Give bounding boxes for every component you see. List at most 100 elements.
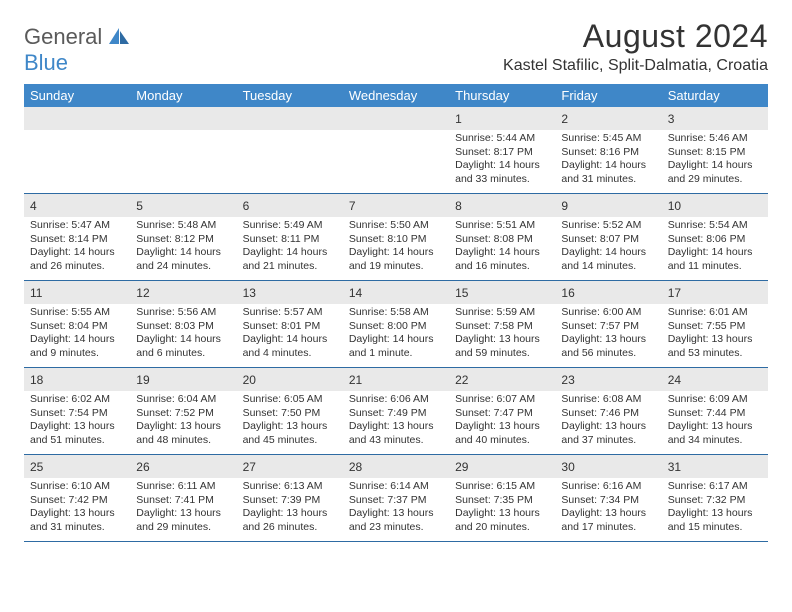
day-number-row: 4 (24, 194, 130, 217)
day-number-row: 18 (24, 368, 130, 391)
day-cell-body: Sunrise: 5:57 AMSunset: 8:01 PMDaylight:… (237, 304, 343, 365)
day-cell: 16Sunrise: 6:00 AMSunset: 7:57 PMDayligh… (555, 281, 661, 367)
logo-part2: Blue (24, 50, 68, 75)
day-cell-body: Sunrise: 5:44 AMSunset: 8:17 PMDaylight:… (449, 130, 555, 191)
day-cell-body: Sunrise: 5:47 AMSunset: 8:14 PMDaylight:… (24, 217, 130, 278)
calendar-page: General Blue August 2024 Kastel Stafilic… (0, 0, 792, 554)
day-cell-body: Sunrise: 5:50 AMSunset: 8:10 PMDaylight:… (343, 217, 449, 278)
daylight-text: Daylight: 13 hours and 51 minutes. (30, 420, 124, 447)
week-row: 25Sunrise: 6:10 AMSunset: 7:42 PMDayligh… (24, 455, 768, 542)
empty-cell (237, 107, 343, 193)
day-cell: 27Sunrise: 6:13 AMSunset: 7:39 PMDayligh… (237, 455, 343, 541)
day-header-cell: Thursday (449, 84, 555, 107)
day-number (136, 112, 139, 126)
daylight-text: Daylight: 14 hours and 9 minutes. (30, 333, 124, 360)
sunset-text: Sunset: 7:42 PM (30, 494, 124, 508)
daylight-text: Daylight: 14 hours and 16 minutes. (455, 246, 549, 273)
day-cell-body: Sunrise: 6:05 AMSunset: 7:50 PMDaylight:… (237, 391, 343, 452)
sunrise-text: Sunrise: 5:48 AM (136, 219, 230, 233)
day-number (30, 112, 33, 126)
day-cell: 22Sunrise: 6:07 AMSunset: 7:47 PMDayligh… (449, 368, 555, 454)
daylight-text: Daylight: 13 hours and 40 minutes. (455, 420, 549, 447)
sunset-text: Sunset: 7:32 PM (668, 494, 762, 508)
day-number-row: 22 (449, 368, 555, 391)
day-cell-body: Sunrise: 6:15 AMSunset: 7:35 PMDaylight:… (449, 478, 555, 539)
logo-part1: General (24, 24, 102, 49)
day-header-cell: Tuesday (237, 84, 343, 107)
day-number-row (343, 107, 449, 130)
sunset-text: Sunset: 8:08 PM (455, 233, 549, 247)
day-number-row: 10 (662, 194, 768, 217)
week-row: 1Sunrise: 5:44 AMSunset: 8:17 PMDaylight… (24, 107, 768, 194)
day-cell-body: Sunrise: 6:00 AMSunset: 7:57 PMDaylight:… (555, 304, 661, 365)
daylight-text: Daylight: 14 hours and 1 minute. (349, 333, 443, 360)
day-cell-body: Sunrise: 5:49 AMSunset: 8:11 PMDaylight:… (237, 217, 343, 278)
sunrise-text: Sunrise: 5:58 AM (349, 306, 443, 320)
day-cell-body: Sunrise: 6:04 AMSunset: 7:52 PMDaylight:… (130, 391, 236, 452)
sunrise-text: Sunrise: 6:05 AM (243, 393, 337, 407)
title-block: August 2024 Kastel Stafilic, Split-Dalma… (503, 18, 768, 75)
daylight-text: Daylight: 14 hours and 24 minutes. (136, 246, 230, 273)
sunrise-text: Sunrise: 6:06 AM (349, 393, 443, 407)
day-header-cell: Monday (130, 84, 236, 107)
daylight-text: Daylight: 14 hours and 21 minutes. (243, 246, 337, 273)
daylight-text: Daylight: 13 hours and 37 minutes. (561, 420, 655, 447)
week-row: 18Sunrise: 6:02 AMSunset: 7:54 PMDayligh… (24, 368, 768, 455)
day-number: 11 (30, 286, 42, 300)
day-number: 5 (136, 199, 143, 213)
day-cell: 28Sunrise: 6:14 AMSunset: 7:37 PMDayligh… (343, 455, 449, 541)
day-number: 30 (561, 460, 574, 474)
day-number-row: 25 (24, 455, 130, 478)
day-number-row: 26 (130, 455, 236, 478)
day-cell: 4Sunrise: 5:47 AMSunset: 8:14 PMDaylight… (24, 194, 130, 280)
sunset-text: Sunset: 8:07 PM (561, 233, 655, 247)
day-number: 12 (136, 286, 149, 300)
day-cell-body: Sunrise: 6:10 AMSunset: 7:42 PMDaylight:… (24, 478, 130, 539)
daylight-text: Daylight: 13 hours and 29 minutes. (136, 507, 230, 534)
day-cell: 3Sunrise: 5:46 AMSunset: 8:15 PMDaylight… (662, 107, 768, 193)
day-cell-body (237, 130, 343, 136)
day-cell-body: Sunrise: 6:01 AMSunset: 7:55 PMDaylight:… (662, 304, 768, 365)
daylight-text: Daylight: 14 hours and 11 minutes. (668, 246, 762, 273)
day-number-row: 21 (343, 368, 449, 391)
daylight-text: Daylight: 14 hours and 6 minutes. (136, 333, 230, 360)
day-cell: 7Sunrise: 5:50 AMSunset: 8:10 PMDaylight… (343, 194, 449, 280)
day-number: 19 (136, 373, 149, 387)
daylight-text: Daylight: 13 hours and 31 minutes. (30, 507, 124, 534)
day-cell-body (130, 130, 236, 136)
sunset-text: Sunset: 7:57 PM (561, 320, 655, 334)
day-number: 31 (668, 460, 681, 474)
sunrise-text: Sunrise: 6:11 AM (136, 480, 230, 494)
day-cell: 21Sunrise: 6:06 AMSunset: 7:49 PMDayligh… (343, 368, 449, 454)
daylight-text: Daylight: 14 hours and 14 minutes. (561, 246, 655, 273)
day-number-row (24, 107, 130, 130)
daylight-text: Daylight: 13 hours and 15 minutes. (668, 507, 762, 534)
day-header-cell: Wednesday (343, 84, 449, 107)
day-number-row: 28 (343, 455, 449, 478)
empty-cell (130, 107, 236, 193)
sunset-text: Sunset: 8:01 PM (243, 320, 337, 334)
sunrise-text: Sunrise: 6:09 AM (668, 393, 762, 407)
day-cell-body: Sunrise: 5:46 AMSunset: 8:15 PMDaylight:… (662, 130, 768, 191)
day-number: 2 (561, 112, 568, 126)
sunset-text: Sunset: 7:54 PM (30, 407, 124, 421)
daylight-text: Daylight: 13 hours and 45 minutes. (243, 420, 337, 447)
sunset-text: Sunset: 8:00 PM (349, 320, 443, 334)
logo-text: General Blue (24, 24, 131, 76)
sunrise-text: Sunrise: 6:13 AM (243, 480, 337, 494)
sunset-text: Sunset: 7:34 PM (561, 494, 655, 508)
day-cell: 14Sunrise: 5:58 AMSunset: 8:00 PMDayligh… (343, 281, 449, 367)
day-number-row: 24 (662, 368, 768, 391)
logo-sail-icon (109, 28, 131, 44)
week-row: 4Sunrise: 5:47 AMSunset: 8:14 PMDaylight… (24, 194, 768, 281)
daylight-text: Daylight: 13 hours and 53 minutes. (668, 333, 762, 360)
sunset-text: Sunset: 8:04 PM (30, 320, 124, 334)
sunset-text: Sunset: 8:14 PM (30, 233, 124, 247)
sunset-text: Sunset: 8:06 PM (668, 233, 762, 247)
day-header-cell: Friday (555, 84, 661, 107)
day-number-row: 23 (555, 368, 661, 391)
day-cell: 29Sunrise: 6:15 AMSunset: 7:35 PMDayligh… (449, 455, 555, 541)
day-number: 26 (136, 460, 149, 474)
day-number-row: 27 (237, 455, 343, 478)
empty-cell (24, 107, 130, 193)
